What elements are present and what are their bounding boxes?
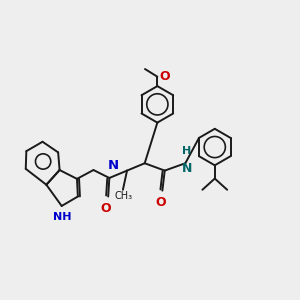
Text: N: N (108, 159, 119, 172)
Text: O: O (160, 70, 170, 83)
Text: N: N (182, 162, 192, 175)
Text: NH: NH (53, 212, 71, 222)
Text: CH₃: CH₃ (114, 191, 133, 201)
Text: H: H (182, 146, 191, 156)
Text: O: O (100, 202, 111, 215)
Text: O: O (156, 196, 166, 209)
